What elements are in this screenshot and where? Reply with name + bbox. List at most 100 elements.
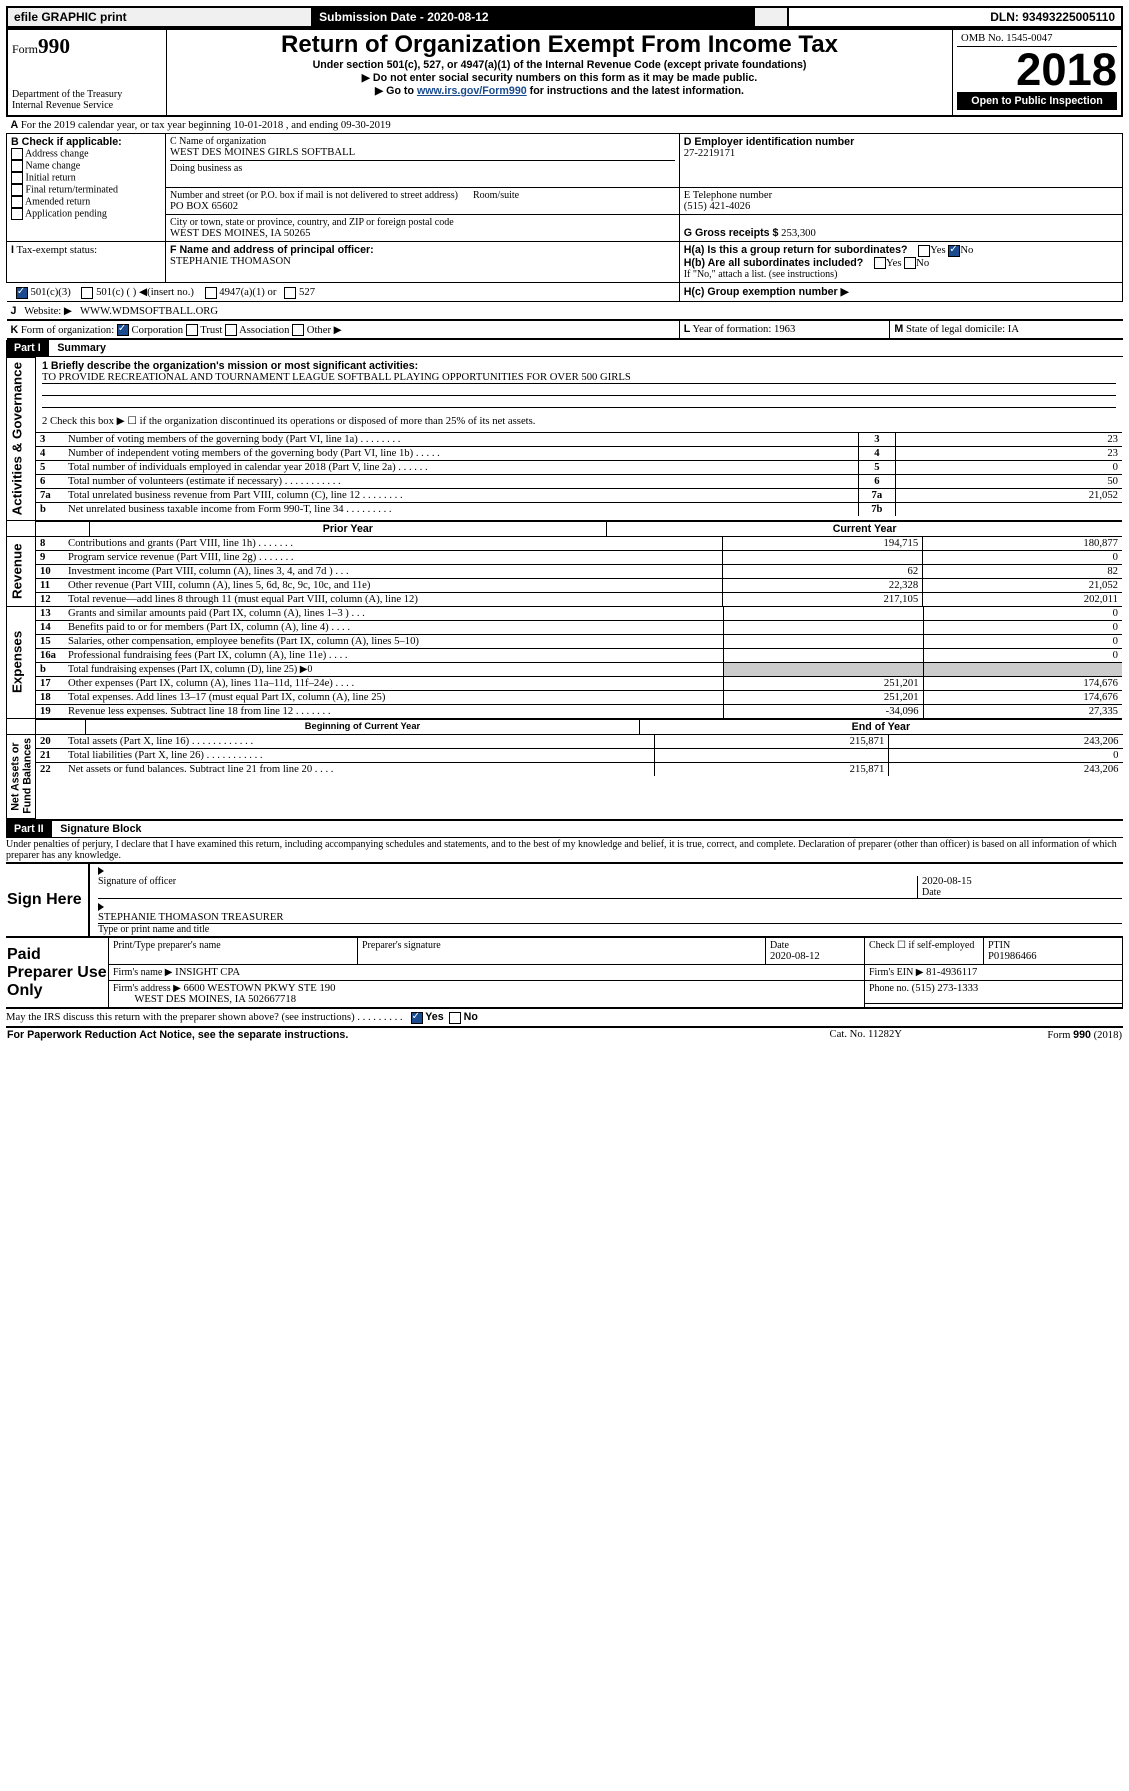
ha-no-checkbox[interactable] — [948, 245, 960, 257]
part-i-header: Part I — [6, 340, 49, 356]
irs-link[interactable]: www.irs.gov/Form990 — [417, 85, 527, 97]
b-header: B Check if applicable: — [11, 136, 161, 148]
sig-label: Signature of officer — [98, 876, 917, 898]
efile-label[interactable]: efile GRAPHIC print — [7, 7, 312, 27]
org-name: WEST DES MOINES GIRLS SOFTBALL — [170, 147, 675, 158]
begin-year-hdr: Beginning of Current Year — [86, 719, 640, 734]
subtitle2: ▶ Do not enter social security numbers o… — [171, 71, 948, 84]
sign-here: Sign Here — [6, 864, 89, 937]
header-block: Form990 Department of the Treasury Inter… — [6, 28, 1123, 117]
pn-label: Print/Type preparer's name — [109, 938, 358, 965]
addr: PO BOX 65602 — [170, 201, 675, 212]
pra-notice: For Paperwork Reduction Act Notice, see … — [6, 1028, 782, 1042]
sign-block: Sign Here Signature of officer 2020-08-1… — [6, 864, 1123, 938]
527-checkbox[interactable] — [284, 287, 296, 299]
open-public: Open to Public Inspection — [957, 92, 1117, 110]
d-label: D Employer identification number — [684, 136, 1118, 148]
entity-block: A For the 2019 calendar year, or tax yea… — [6, 117, 1123, 340]
psig-label: Preparer's signature — [358, 938, 766, 965]
end-year-hdr: End of Year — [639, 719, 1122, 734]
website-label: Website: ▶ — [24, 306, 72, 317]
website: WWW.WDMSOFTBALL.ORG — [80, 306, 218, 317]
sig-date-label: Date — [922, 887, 1122, 898]
form-small: Form — [12, 42, 38, 56]
4947-checkbox[interactable] — [205, 287, 217, 299]
addr-label: Number and street (or P.O. box if mail i… — [170, 190, 458, 201]
b-opt-checkbox[interactable] — [11, 196, 23, 208]
officer: STEPHANIE THOMASON — [170, 256, 675, 267]
current-year-hdr: Current Year — [607, 521, 1122, 536]
discuss-no-checkbox[interactable] — [449, 1012, 461, 1024]
ha-yes-checkbox[interactable] — [918, 245, 930, 257]
sign-arrow-icon-2 — [98, 903, 104, 911]
part-i-body: Activities & Governance 1 Briefly descri… — [6, 357, 1123, 819]
e-label: E Telephone number — [684, 190, 1118, 201]
sign-arrow-icon — [98, 867, 104, 875]
dln: DLN: 93493225005110 — [788, 7, 1122, 27]
discuss-q: May the IRS discuss this return with the… — [6, 1012, 403, 1023]
submission-date: Submission Date - 2020-08-12 — [312, 7, 754, 27]
firm-phone: (515) 273-1333 — [912, 983, 979, 994]
trust-checkbox[interactable] — [186, 324, 198, 336]
line-a: For the 2019 calendar year, or tax year … — [21, 120, 391, 131]
officer-name-label: Type or print name and title — [98, 924, 1122, 935]
hb-label: H(b) Are all subordinates included? — [684, 257, 864, 269]
part-i-title: Summary — [51, 342, 106, 354]
hb-no-checkbox[interactable] — [904, 257, 916, 269]
c-name-label: C Name of organization — [170, 136, 675, 147]
perjury: Under penalties of perjury, I declare th… — [6, 838, 1123, 864]
subtitle3: ▶ Go to www.irs.gov/Form990 for instruct… — [171, 84, 948, 97]
discuss-yes-checkbox[interactable] — [411, 1012, 423, 1024]
b-opt-checkbox[interactable] — [11, 160, 23, 172]
501c3-checkbox[interactable] — [16, 287, 28, 299]
g-label: G Gross receipts $ — [684, 227, 779, 239]
ha-label: H(a) Is this a group return for subordin… — [684, 244, 908, 256]
k-label: Form of organization: — [21, 325, 114, 336]
mission: TO PROVIDE RECREATIONAL AND TOURNAMENT L… — [42, 372, 1116, 384]
p1-2: 2 Check this box ▶ ☐ if the organization… — [42, 414, 1116, 427]
firm-addr: 6600 WESTOWN PKWY STE 190 — [184, 983, 336, 994]
f-label: F Name and address of principal officer: — [170, 244, 675, 256]
year-formed: 1963 — [774, 324, 795, 335]
top-bar: efile GRAPHIC print Submission Date - 20… — [6, 6, 1123, 28]
501c-checkbox[interactable] — [81, 287, 93, 299]
sig-date: 2020-08-15 — [922, 876, 1122, 887]
b-opt-checkbox[interactable] — [11, 148, 23, 160]
prep-date: 2020-08-12 — [770, 951, 860, 962]
ein: 27-2219171 — [684, 148, 1118, 159]
b-opt-checkbox[interactable] — [11, 208, 23, 220]
dept: Department of the Treasury Internal Reve… — [12, 89, 162, 111]
domicile: IA — [1008, 324, 1019, 335]
tax-exempt-label: Tax-exempt status: — [16, 245, 97, 256]
phone: (515) 421-4026 — [684, 201, 1118, 212]
city-label: City or town, state or province, country… — [170, 217, 675, 228]
b-opt-checkbox[interactable] — [11, 184, 23, 196]
city: WEST DES MOINES, IA 50265 — [170, 228, 675, 239]
self-emp: Check ☐ if self-employed — [865, 938, 984, 965]
gross-receipts: 253,300 — [781, 228, 816, 239]
assoc-checkbox[interactable] — [225, 324, 237, 336]
firm-city: WEST DES MOINES, IA 502667718 — [134, 994, 296, 1005]
preparer-block: Paid Preparer Use Only Print/Type prepar… — [6, 938, 1123, 1009]
footer-form: Form 990 (2018) — [950, 1028, 1123, 1042]
b-opt-checkbox[interactable] — [11, 172, 23, 184]
tax-year: 2018 — [957, 47, 1117, 92]
cat-no: Cat. No. 11282Y — [782, 1028, 950, 1042]
form-990: efile GRAPHIC print Submission Date - 20… — [6, 6, 1123, 1042]
hb-yes-checkbox[interactable] — [874, 257, 886, 269]
ptin: P01986466 — [988, 951, 1118, 962]
form-number: 990 — [38, 34, 70, 58]
firm-name: INSIGHT CPA — [175, 967, 240, 978]
hb-note: If "No," attach a list. (see instruction… — [684, 269, 1118, 280]
room-label: Room/suite — [473, 190, 519, 201]
form-title: Return of Organization Exempt From Incom… — [171, 31, 948, 59]
part-ii-header: Part II — [6, 821, 52, 837]
paid-preparer-title: Paid Preparer Use Only — [6, 938, 109, 1008]
subtitle1: Under section 501(c), 527, or 4947(a)(1)… — [171, 59, 948, 71]
other-checkbox[interactable] — [292, 324, 304, 336]
corp-checkbox[interactable] — [117, 324, 129, 336]
hc-label: H(c) Group exemption number ▶ — [684, 286, 849, 298]
firm-ein: 81-4936117 — [926, 967, 977, 978]
officer-name: STEPHANIE THOMASON TREASURER — [98, 912, 1122, 924]
prior-year-hdr: Prior Year — [89, 521, 607, 536]
